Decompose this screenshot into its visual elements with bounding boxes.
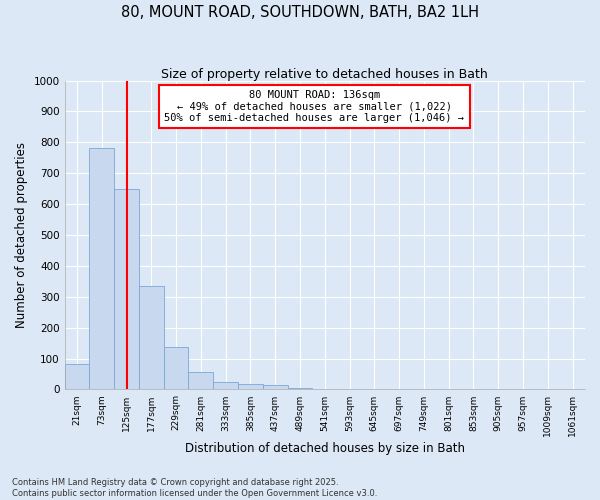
Bar xyxy=(313,388,337,390)
Bar xyxy=(89,148,114,390)
Text: 80, MOUNT ROAD, SOUTHDOWN, BATH, BA2 1LH: 80, MOUNT ROAD, SOUTHDOWN, BATH, BA2 1LH xyxy=(121,5,479,20)
Title: Size of property relative to detached houses in Bath: Size of property relative to detached ho… xyxy=(161,68,488,80)
Bar xyxy=(164,347,188,390)
Bar xyxy=(263,384,287,390)
Text: 80 MOUNT ROAD: 136sqm
← 49% of detached houses are smaller (1,022)
50% of semi-d: 80 MOUNT ROAD: 136sqm ← 49% of detached … xyxy=(164,90,464,123)
Bar xyxy=(238,384,263,390)
Y-axis label: Number of detached properties: Number of detached properties xyxy=(15,142,28,328)
Bar xyxy=(139,286,164,390)
X-axis label: Distribution of detached houses by size in Bath: Distribution of detached houses by size … xyxy=(185,442,465,455)
Bar xyxy=(65,364,89,390)
Bar xyxy=(114,190,139,390)
Bar xyxy=(337,389,362,390)
Bar xyxy=(287,388,313,390)
Bar xyxy=(213,382,238,390)
Text: Contains HM Land Registry data © Crown copyright and database right 2025.
Contai: Contains HM Land Registry data © Crown c… xyxy=(12,478,377,498)
Bar xyxy=(188,372,213,390)
